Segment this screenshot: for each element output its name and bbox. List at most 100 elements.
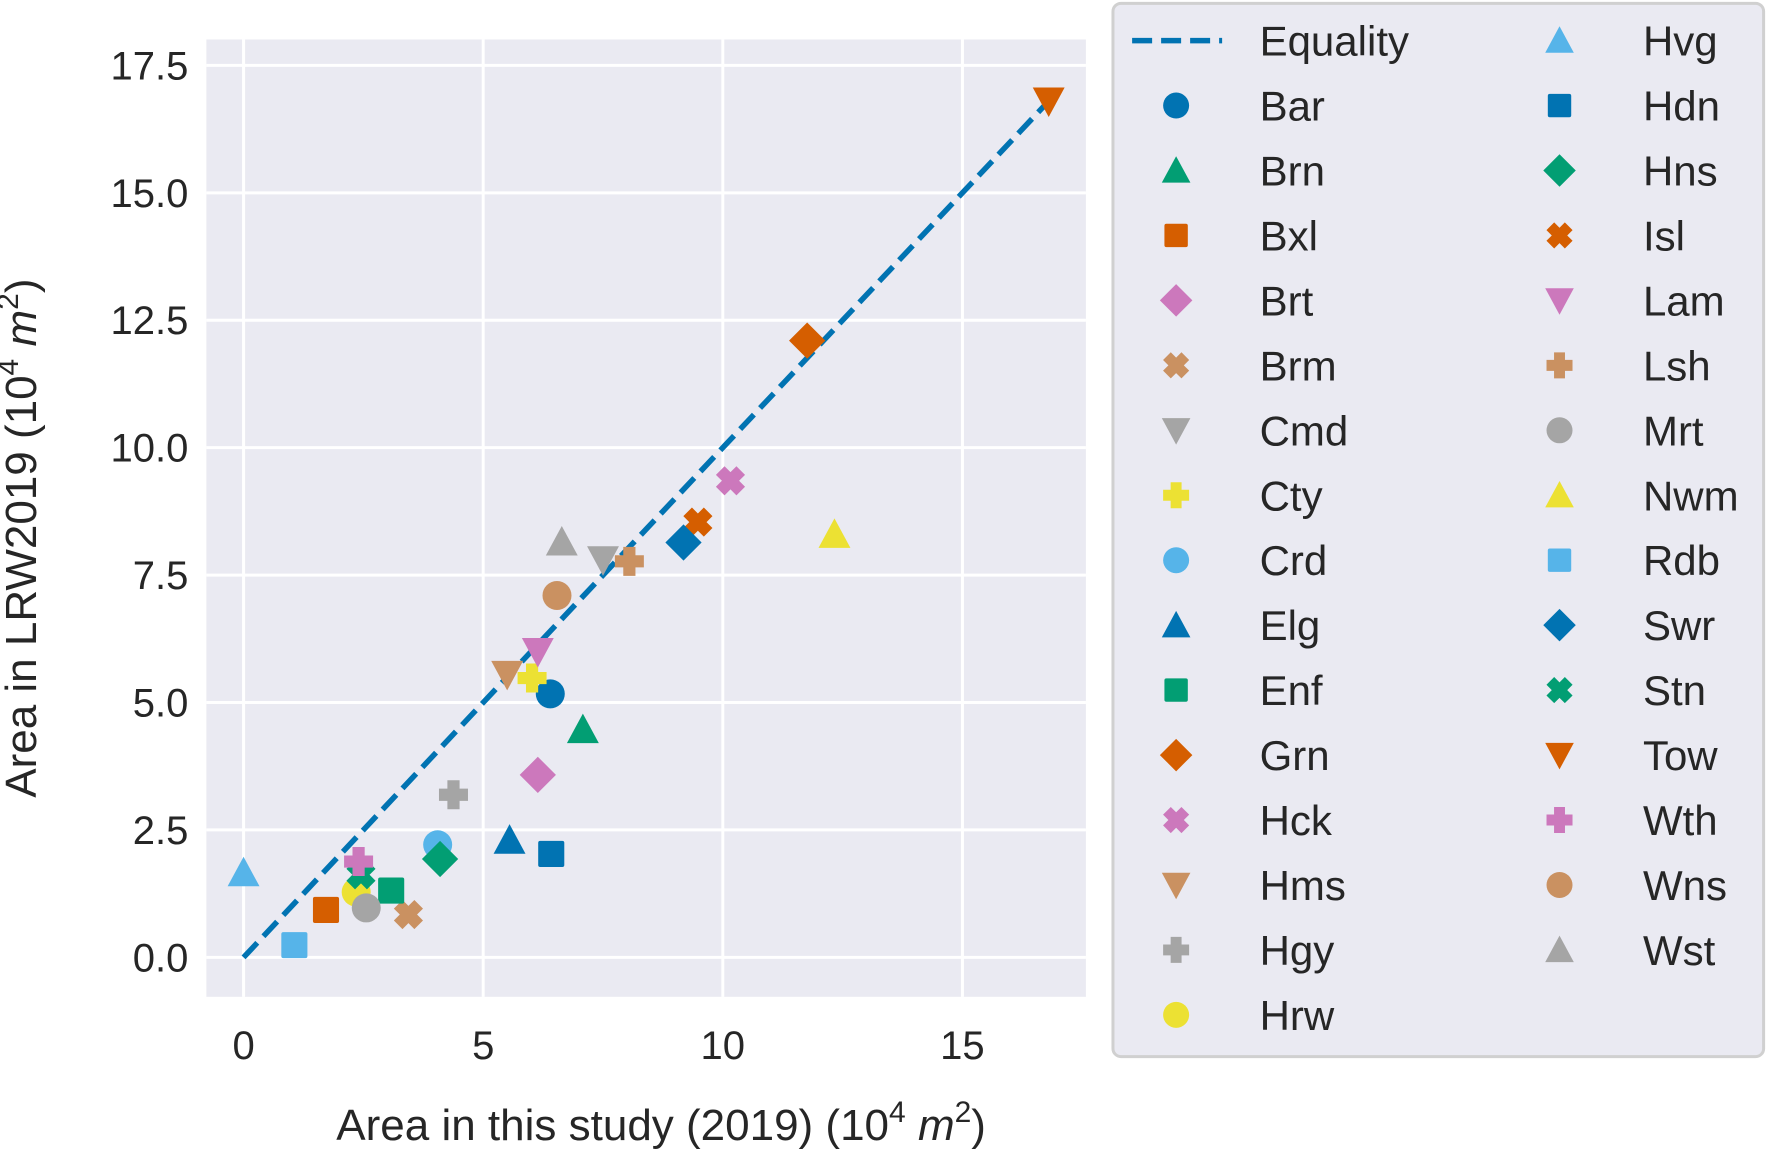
legend-item-swr: Swr <box>1543 602 1715 649</box>
legend-label: Isl <box>1643 212 1685 259</box>
legend-marker-brt <box>1159 284 1193 317</box>
legend-marker-enf <box>1164 678 1188 702</box>
legend-marker-hvg <box>1545 26 1574 53</box>
x-axis-label: Area in this study (2019) (104 m2) <box>336 1096 986 1150</box>
legend-marker-tow <box>1545 742 1574 770</box>
legend-item-hms: Hms <box>1161 862 1346 909</box>
legend-marker-rdb <box>1547 548 1572 572</box>
legend-item-stn: Stn <box>1546 667 1706 714</box>
legend-marker-swr <box>1543 608 1576 642</box>
x-tick-label: 5 <box>472 1024 494 1068</box>
legend-label: Stn <box>1643 667 1706 714</box>
y-tick-label: 15.0 <box>110 172 188 216</box>
legend-marker-lsh <box>1546 352 1573 379</box>
legend-item-equality: Equality <box>1132 18 1409 65</box>
legend-marker-bxl <box>1164 223 1188 248</box>
y-tick-label: 17.5 <box>110 44 188 88</box>
legend-item-hns: Hns <box>1543 147 1718 194</box>
legend-label: Equality <box>1260 18 1409 65</box>
legend-label: Wst <box>1643 927 1716 974</box>
legend-label: Brn <box>1260 147 1325 194</box>
data-point-brn <box>566 713 599 744</box>
legend-label: Hdn <box>1643 83 1720 130</box>
legend-label: Bar <box>1260 83 1325 130</box>
legend: Equality Bar Brn Bxl Brt Brm Cmd Cty Crd Elg Enf Gr… <box>1111 1 1766 1059</box>
legend-marker-hms <box>1161 872 1191 900</box>
legend-item-hdn: Hdn <box>1547 83 1720 130</box>
legend-label: Nwm <box>1643 472 1739 519</box>
grid-lines <box>206 39 1086 997</box>
legend-label: Wth <box>1643 797 1718 844</box>
legend-marker-stn <box>1546 677 1573 704</box>
legend-marker-hrw <box>1163 1001 1190 1028</box>
legend-label: Brm <box>1260 342 1337 389</box>
legend-item-isl: Isl <box>1546 212 1685 259</box>
legend-label: Lsh <box>1643 342 1711 389</box>
data-point-brm <box>393 899 423 930</box>
legend-box <box>1111 1 1766 1059</box>
y-axis-label: Area in LRW2019 (104 m2) <box>0 279 46 798</box>
legend-marker-lam <box>1545 288 1574 315</box>
legend-label: Wns <box>1643 862 1727 909</box>
legend-label: Bxl <box>1260 212 1318 259</box>
legend-label: Tow <box>1643 732 1718 779</box>
data-point-bxl <box>312 896 340 924</box>
legend-item-enf: Enf <box>1164 667 1323 714</box>
data-point-lsh <box>614 546 644 576</box>
data-point-tow <box>1032 87 1065 118</box>
legend-item-wth: Wth <box>1546 797 1718 844</box>
equality-line <box>241 99 1051 960</box>
legend-item-hvg: Hvg <box>1545 18 1718 65</box>
data-point-elg <box>493 824 526 854</box>
y-tick-label: 10.0 <box>110 427 188 471</box>
data-point-swr <box>665 524 702 561</box>
y-tick-label: 0.0 <box>133 936 189 980</box>
legend-item-nwm: Nwm <box>1545 472 1739 519</box>
data-point-wth <box>344 847 374 877</box>
legend-label: Hgy <box>1260 927 1335 974</box>
x-axis-ticks: 0 5 10 15 <box>232 1024 984 1068</box>
legend-item-brt: Brt <box>1159 277 1314 324</box>
x-tick-label: 15 <box>940 1024 985 1068</box>
legend-item-hck: Hck <box>1163 797 1333 844</box>
data-point-brt <box>519 756 556 794</box>
legend-label: Cmd <box>1260 407 1349 454</box>
legend-item-bxl: Bxl <box>1164 212 1318 259</box>
legend-label: Crd <box>1260 537 1328 584</box>
legend-item-brn: Brn <box>1161 147 1325 194</box>
legend-item-wns: Wns <box>1546 862 1727 909</box>
legend-label: Swr <box>1643 602 1715 649</box>
legend-marker-hgy <box>1163 936 1190 963</box>
legend-label: Grn <box>1260 732 1330 779</box>
data-point-rdb <box>281 932 308 959</box>
data-point-hdn <box>538 840 565 867</box>
legend-marker-wth <box>1546 807 1573 834</box>
legend-item-hgy: Hgy <box>1163 927 1334 974</box>
legend-item-mrt: Mrt <box>1546 407 1704 454</box>
legend-item-cty: Cty <box>1163 472 1323 519</box>
data-point-wst <box>545 526 578 556</box>
x-tick-label: 0 <box>232 1024 254 1068</box>
legend-marker-hdn <box>1547 93 1572 118</box>
legend-label: Enf <box>1260 667 1323 714</box>
data-point-cmd <box>587 546 619 576</box>
data-point-nwm <box>818 518 851 548</box>
legend-label: Elg <box>1260 602 1321 649</box>
legend-item-brm: Brm <box>1163 342 1337 389</box>
legend-item-hrw: Hrw <box>1163 992 1335 1039</box>
data-point-isl <box>683 507 713 537</box>
legend-item-lsh: Lsh <box>1546 342 1711 389</box>
legend-marker-bar <box>1163 92 1190 119</box>
legend-label: Hms <box>1260 862 1346 909</box>
legend-item-elg: Elg <box>1161 602 1321 649</box>
legend-marker-isl <box>1546 222 1573 249</box>
legend-item-rdb: Rdb <box>1547 537 1720 584</box>
data-point-enf <box>378 877 405 904</box>
data-points <box>227 87 1065 959</box>
legend-label: Lam <box>1643 277 1725 324</box>
plot-area <box>206 39 1086 997</box>
data-point-hms <box>491 660 524 691</box>
legend-item-tow: Tow <box>1545 732 1718 779</box>
data-point-hck <box>715 466 746 496</box>
